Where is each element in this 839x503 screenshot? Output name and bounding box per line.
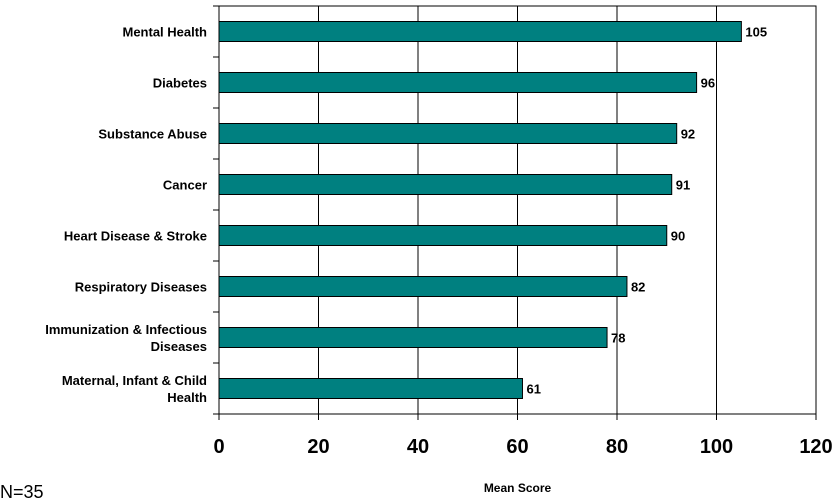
data-label: 92 [681,127,695,142]
data-label: 96 [701,76,715,91]
data-label: 78 [611,331,625,346]
x-tick-label: 100 [700,436,733,458]
data-label: 82 [631,280,645,295]
sample-size-note: N=35 [0,482,44,502]
bar [218,225,668,246]
x-tick-label: 60 [506,436,528,458]
x-tick-label: 120 [799,436,832,458]
bar [218,21,742,42]
category-label: Heart Disease & Stroke [64,229,207,244]
bar [218,378,523,399]
category-label: Immunization & Infectious Diseases [45,322,207,354]
category-label: Maternal, Infant & Child Health [62,373,207,405]
category-label: Cancer [163,178,207,193]
x-tick-label: 0 [213,436,224,458]
category-label: Respiratory Diseases [75,280,207,295]
category-label: Mental Health [122,25,207,40]
bar [218,72,698,93]
x-axis-title: Mean Score [484,481,552,495]
data-label: 105 [745,25,767,40]
bar [218,276,628,297]
bar [218,123,678,144]
x-tick-label: 80 [606,436,628,458]
data-label: 90 [671,229,685,244]
category-label: Substance Abuse [98,127,207,142]
x-tick-label: 40 [407,436,429,458]
data-label: 61 [526,382,540,397]
bar [218,174,673,195]
bar [218,327,608,348]
x-tick-label: 20 [307,436,329,458]
category-label: Diabetes [153,76,207,91]
data-label: 91 [676,178,690,193]
